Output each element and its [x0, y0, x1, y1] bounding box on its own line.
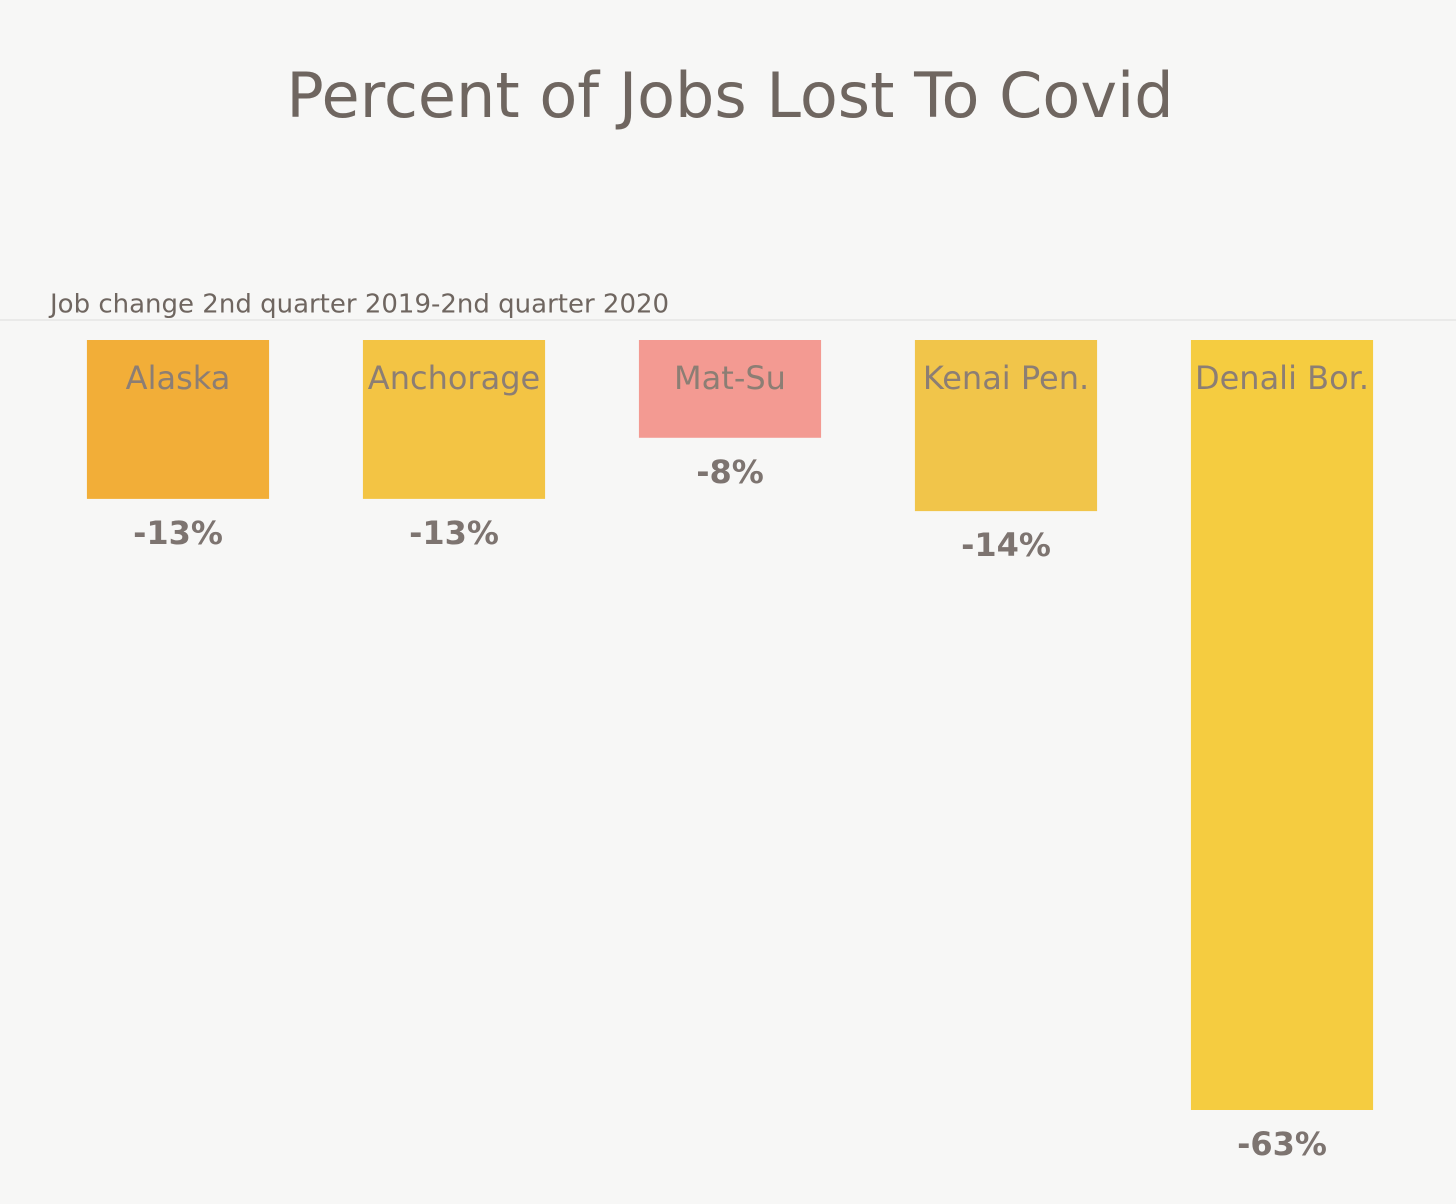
value-label: -13% — [409, 514, 499, 552]
category-label: Mat-Su — [674, 359, 786, 397]
bar — [914, 340, 1098, 512]
value-label: -8% — [696, 453, 764, 491]
chart-subtitle: Job change 2nd quarter 2019-2nd quarter … — [48, 290, 669, 320]
category-label: Anchorage — [368, 359, 540, 397]
bar — [638, 340, 822, 438]
chart-title: Percent of Jobs Lost To Covid — [286, 59, 1173, 132]
bar — [362, 340, 546, 499]
value-label: -63% — [1237, 1125, 1327, 1163]
bar — [86, 340, 270, 499]
category-label: Denali Bor. — [1195, 359, 1369, 397]
category-label: Kenai Pen. — [923, 359, 1089, 397]
value-label: -13% — [133, 514, 223, 552]
bar — [1190, 340, 1374, 1110]
category-label: Alaska — [126, 359, 231, 397]
value-label: -14% — [961, 526, 1051, 564]
